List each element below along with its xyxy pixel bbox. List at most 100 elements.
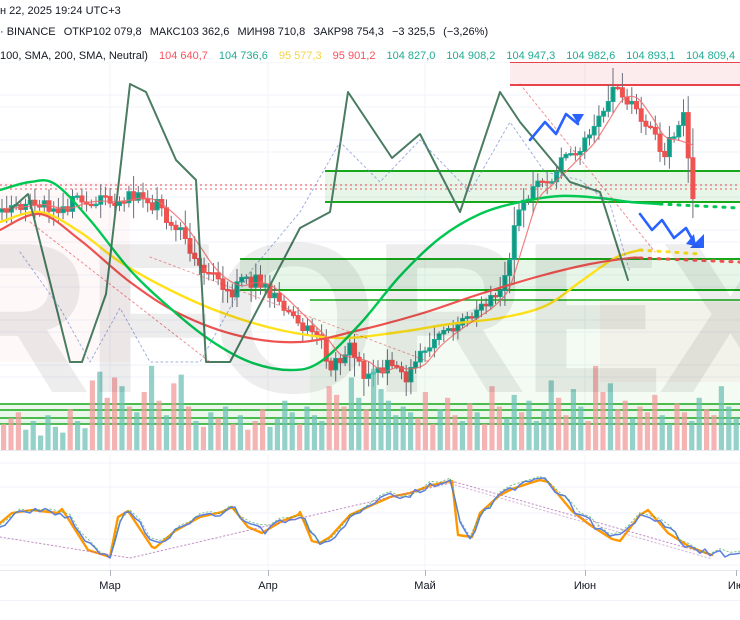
volume-bar [585,421,591,450]
volume-bar [674,403,680,450]
volume-bar [718,386,724,450]
exchange-label: · BINANCE [0,26,56,38]
candlestick [154,187,160,220]
indicator-value: 104 893,1 [626,50,676,62]
candlestick [173,220,179,242]
candlestick [131,175,137,219]
candlestick [135,185,141,204]
indicator-value: 95 577,3 [278,50,322,62]
volume-bar [215,418,221,450]
candlestick [276,282,282,306]
candlestick [413,350,419,374]
candlestick [431,326,437,358]
volume-bar [726,406,732,450]
time-axis[interactable]: Мар Апр Май Июн Ию [0,570,740,620]
volume-bar [186,406,192,450]
axis-tick-label: Апр [258,580,278,592]
volume-bar [126,406,132,450]
candlestick [159,194,165,217]
volume-bar [348,377,354,450]
volume-bar [489,386,495,450]
volume-bar [711,415,717,450]
candlestick [446,324,451,334]
volume-bar [304,406,310,450]
volume-bar [445,397,451,450]
oscillator-zigzag [0,478,714,559]
volume-bar [393,415,399,450]
volume-bar [408,412,414,450]
chart-datetime: н 22, 2025 19:24 UTC+3 [0,5,121,17]
axis-tick-label: Май [414,580,436,592]
price-pane[interactable]: RFOREX [0,62,740,450]
forecast-arrow-down [638,212,704,248]
volume-bar [696,397,702,450]
volume-bar [119,386,125,450]
volume-bar [171,383,177,450]
candlestick [605,85,611,118]
volume-bar [52,426,58,450]
volume-bar [482,423,488,450]
axis-tick [268,570,269,576]
candlestick [511,206,517,283]
candlestick [333,352,339,382]
candlestick [572,146,578,161]
candlestick [615,85,621,91]
candlestick [178,222,184,241]
volume-bar [659,415,665,450]
candlestick [483,298,489,315]
volume-bar [607,383,613,450]
candlestick [681,99,686,137]
volume-bar [548,380,554,450]
volume-bar [223,406,229,450]
volume-bar [578,406,584,450]
volume-bar [97,371,103,450]
indicator-value: 104 736,6 [218,50,268,62]
candlestick [690,128,696,219]
candlestick [262,274,268,294]
candlestick [478,296,484,318]
candlestick [389,352,395,369]
close-label: ЗАКР [313,26,342,38]
volume-bar [60,432,66,450]
candlestick [300,317,306,342]
volume-bar [274,418,280,450]
volume-bar [311,415,317,450]
candlestick [258,265,263,295]
volume-bar [363,409,369,450]
axis-tick [736,570,737,576]
candlestick [408,359,414,395]
volume-bar [282,400,288,450]
candlestick [215,261,221,286]
volume-bar [112,377,118,450]
volume-bar [644,412,650,450]
candlestick [201,257,207,285]
axis-tick [425,570,426,576]
chart-ohlc-legend: · BINANCE ОТКР102 079,8 МАКС103 362,6 МИ… [0,26,740,38]
volume-bars [1,365,739,450]
candlestick [610,67,616,114]
volume-bar [652,394,658,450]
candlestick [662,142,668,166]
volume-bar [474,412,480,450]
volume-bar [45,415,51,450]
candlestick [577,147,583,165]
moving-averages [0,179,740,372]
axis-tick-label: Ию [727,580,740,592]
price-level-lines [0,184,740,190]
volume-bar [208,412,214,450]
candlestick [239,273,245,286]
oscillator-pane[interactable] [0,455,740,570]
high-value: 103 362,6 [180,26,230,38]
volume-bar [230,423,236,450]
axis-tick [110,570,111,576]
candlestick [403,365,409,396]
candlestick [79,188,85,210]
candlestick [384,349,390,386]
change-percent: (−3,26%) [443,26,489,38]
candlestick [544,172,550,195]
candlestick [563,152,569,161]
price-chart-svg [0,62,740,450]
candlestick [192,236,198,266]
candlestick [102,186,108,206]
